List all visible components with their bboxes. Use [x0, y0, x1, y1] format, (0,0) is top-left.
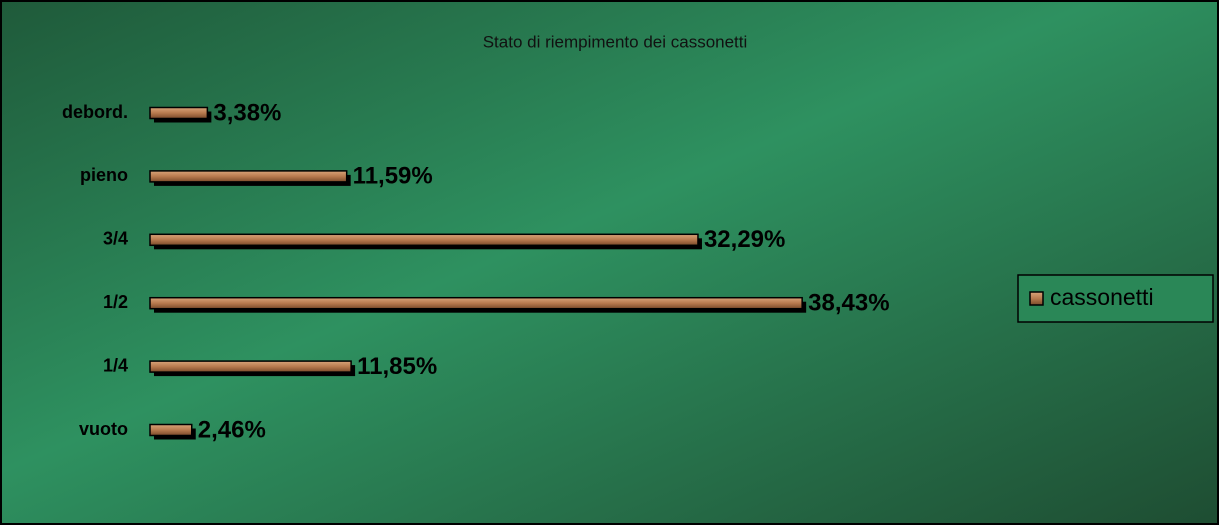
data-label: 3,38% — [213, 99, 281, 126]
data-label: 11,59% — [353, 163, 433, 190]
bar — [149, 296, 803, 310]
y-tick-label: 3/4 — [103, 229, 128, 249]
legend-swatch — [1029, 291, 1044, 306]
bar — [149, 360, 352, 373]
legend-box — [1017, 274, 1214, 323]
bar — [149, 170, 348, 183]
y-tick-label: 1/4 — [103, 355, 128, 375]
bar — [149, 106, 209, 120]
data-label: 2,46% — [198, 416, 266, 443]
chart-title: Stato di riempimento dei cassonetti — [483, 32, 748, 51]
data-label: 11,85% — [357, 353, 437, 380]
y-tick-label: pieno — [80, 165, 128, 185]
y-tick-label: vuoto — [79, 419, 128, 439]
y-tick-label: 1/2 — [103, 292, 128, 312]
data-label: 32,29% — [704, 226, 785, 253]
bar — [149, 423, 193, 437]
plot-area: debord. 3,38% pieno 11,59% 3/4 32,29% 1/2 38,43… — [62, 99, 890, 443]
bar — [149, 233, 699, 247]
legend-label: cassonetti — [1050, 284, 1154, 310]
y-tick-label: debord. — [62, 102, 128, 122]
data-label: 38,43% — [808, 290, 889, 317]
